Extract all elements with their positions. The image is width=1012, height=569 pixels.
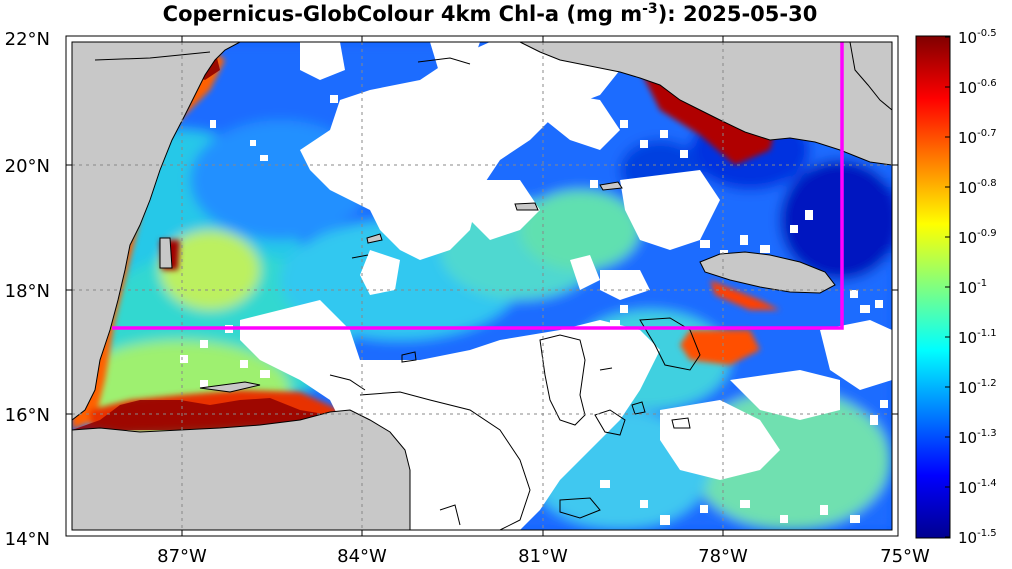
colorbar-tick-label: 10-1 bbox=[958, 278, 987, 297]
lat-label-14n: 14°N bbox=[5, 529, 50, 550]
lon-label-87w: 87°W bbox=[157, 546, 207, 567]
lon-label-84w: 84°W bbox=[337, 546, 387, 567]
title-superscript: -3 bbox=[642, 1, 658, 17]
cloud-mask bbox=[240, 42, 892, 530]
cloud-speckles bbox=[92, 95, 888, 525]
hispaniola-edge bbox=[849, 42, 892, 111]
colorbar-tick-label: 10-0.5 bbox=[958, 28, 997, 47]
study-region-box bbox=[112, 42, 844, 330]
colorbar-tick-label: 10-0.6 bbox=[958, 78, 997, 97]
colorbar bbox=[915, 35, 951, 539]
map-frame-inner bbox=[71, 41, 893, 531]
colorbar-tick-label: 10-1.4 bbox=[958, 478, 997, 497]
tick-marks bbox=[66, 36, 898, 536]
colorbar-tick-label: 10-0.7 bbox=[958, 128, 997, 147]
swan-island bbox=[366, 233, 383, 244]
lon-label-81w: 81°W bbox=[518, 546, 568, 567]
map-area bbox=[72, 42, 892, 530]
lat-label-18n: 18°N bbox=[5, 281, 50, 302]
land bbox=[72, 42, 892, 530]
lon-label-78w: 78°W bbox=[698, 546, 748, 567]
central-america-land bbox=[72, 409, 411, 530]
lon-label-75w: 75°W bbox=[880, 546, 930, 567]
colorbar-tick-label: 10-0.9 bbox=[958, 228, 997, 247]
jamaica-land bbox=[699, 251, 836, 294]
title-text: Copernicus-GlobColour 4km Chl-a (mg m bbox=[162, 2, 643, 26]
cuba-land bbox=[519, 42, 892, 166]
cozumel-island bbox=[159, 237, 173, 269]
cayman-island-2 bbox=[514, 202, 539, 211]
lat-label-16n: 16°N bbox=[5, 405, 50, 426]
colorbar-tick-label: 10-1.2 bbox=[958, 378, 997, 397]
grid-lines bbox=[72, 42, 892, 530]
map-title: Copernicus-GlobColour 4km Chl-a (mg m-3)… bbox=[70, 1, 910, 26]
colorbar-tick-label: 10-1.3 bbox=[958, 428, 997, 447]
title-date: ): 2025-05-30 bbox=[657, 2, 818, 26]
yucatan-land bbox=[72, 42, 241, 421]
cayman-island-1 bbox=[599, 181, 623, 191]
roatan-island bbox=[199, 381, 261, 393]
lat-label-22n: 22°N bbox=[5, 29, 50, 50]
colorbar-ticks: 10-0.5 10-0.6 10-0.7 10-0.8 10-0.9 10-1 10-1.1… bbox=[945, 28, 997, 547]
lat-label-20n: 20°N bbox=[5, 156, 50, 177]
bathymetry-contours bbox=[94, 51, 701, 530]
colorbar-tick-label: 10-1.5 bbox=[958, 528, 997, 547]
colorbar-tick-label: 10-0.8 bbox=[958, 178, 997, 197]
colorbar-tick-label: 10-1.1 bbox=[958, 328, 997, 347]
